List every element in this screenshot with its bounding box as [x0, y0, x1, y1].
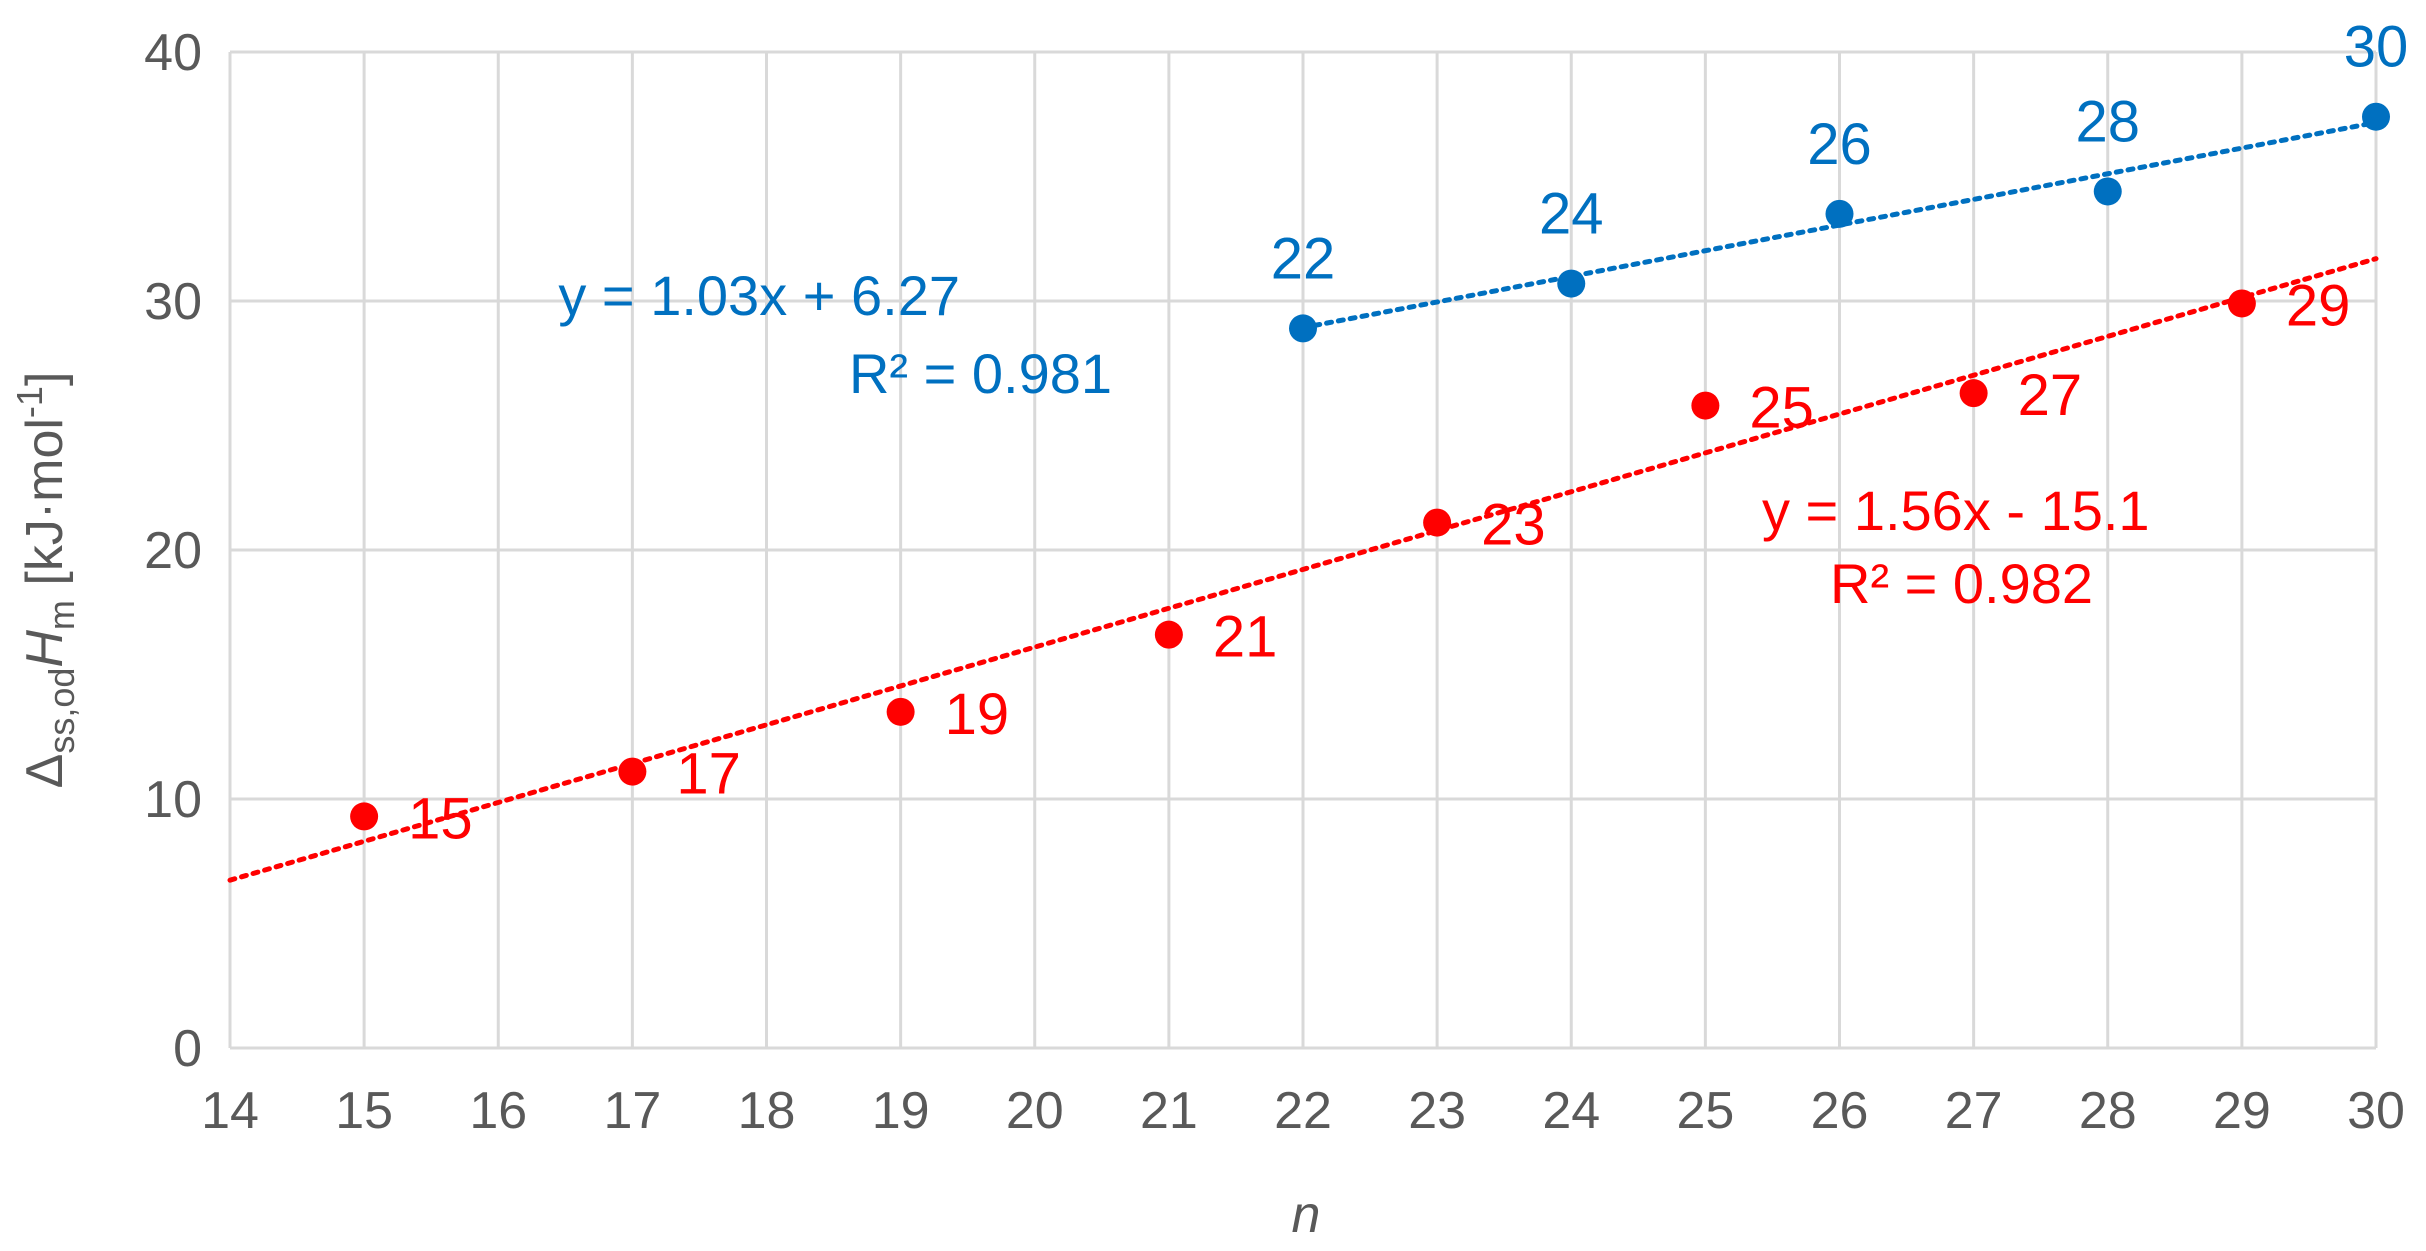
x-tick-label: 29: [2213, 1082, 2271, 1140]
x-tick-label: 27: [1945, 1082, 2003, 1140]
data-label: 17: [676, 742, 741, 807]
x-tick-label: 24: [1542, 1082, 1600, 1140]
x-tick-label: 23: [1408, 1082, 1466, 1140]
data-point: [2362, 102, 2390, 131]
x-tick-label: 21: [1140, 1082, 1198, 1140]
data-point: [2093, 177, 2122, 206]
data-label: 27: [2018, 363, 2083, 428]
data-point: [1154, 620, 1183, 649]
y-axis-title-delta: Δ: [16, 754, 74, 789]
data-label: 19: [945, 682, 1010, 747]
y-tick-label: 30: [144, 273, 202, 331]
data-label: 23: [1481, 493, 1546, 558]
x-axis-title: n: [1292, 1186, 1321, 1244]
data-point: [1423, 508, 1452, 537]
point-labels: 15 17 19 21 23 25 27 29 22 24 26 28 30: [408, 15, 2408, 852]
data-point: [350, 802, 379, 831]
grid: [228, 50, 2378, 1050]
y-axis-title: Δss,odHm [kJ·mol-1]: [9, 372, 82, 789]
trendline-equation-red: y = 1.56x - 15.1 R² = 0.982: [1762, 479, 2150, 615]
data-label: 29: [2286, 273, 2351, 338]
data-label: 15: [408, 786, 473, 851]
y-tick-label: 40: [144, 24, 202, 82]
x-tick-label: 18: [738, 1082, 796, 1140]
y-tick-label: 0: [173, 1020, 202, 1078]
y-axis-title-sub2: m: [41, 600, 82, 630]
equation-blue: y = 1.03x + 6.27: [558, 264, 960, 327]
r2-red: R² = 0.982: [1830, 552, 2093, 615]
data-label: 21: [1213, 605, 1278, 670]
equation-red: y = 1.56x - 15.1: [1762, 479, 2150, 542]
y-tick-labels: 0 10 20 30 40: [144, 24, 202, 1078]
data-label: 25: [1749, 376, 1814, 441]
x-tick-label: 30: [2347, 1082, 2405, 1140]
data-point: [1691, 391, 1720, 420]
data-label: 24: [1539, 182, 1604, 247]
trendline-equation-blue: y = 1.03x + 6.27 R² = 0.981: [558, 264, 1112, 405]
x-tick-labels: 14 15 16 17 18 19 20 21 22 23 24 25 26 27 28 29 30: [201, 1082, 2405, 1140]
x-tick-label: 25: [1676, 1082, 1734, 1140]
x-tick-label: 19: [872, 1082, 930, 1140]
y-tick-label: 10: [144, 771, 202, 829]
y-tick-label: 20: [144, 522, 202, 580]
y-axis-title-unit: [kJ·mol: [16, 418, 74, 600]
data-label: 28: [2075, 89, 2140, 154]
data-point: [1959, 379, 1988, 408]
data-point: [1557, 269, 1586, 298]
x-tick-label: 15: [335, 1082, 393, 1140]
data-label: 30: [2344, 15, 2409, 80]
data-point: [1289, 314, 1317, 343]
x-tick-label: 20: [1006, 1082, 1064, 1140]
data-point: [886, 697, 915, 726]
x-tick-label: 26: [1811, 1082, 1869, 1140]
data-points: [350, 102, 2390, 831]
trendline-red: [227, 256, 2379, 883]
data-point: [1825, 199, 1854, 228]
y-axis-title-sup: -1: [9, 386, 50, 418]
y-axis-title-sub1: ss,od: [41, 668, 82, 754]
y-axis-title-h: H: [16, 630, 74, 668]
x-tick-label: 22: [1274, 1082, 1332, 1140]
data-point: [618, 757, 647, 786]
data-label: 26: [1807, 112, 1872, 177]
x-tick-label: 28: [2079, 1082, 2137, 1140]
x-tick-label: 14: [201, 1082, 259, 1140]
x-tick-label: 16: [469, 1082, 527, 1140]
r2-blue: R² = 0.981: [849, 342, 1112, 405]
data-label: 22: [1271, 226, 1336, 291]
data-point: [2227, 289, 2256, 318]
y-axis-title-close: ]: [16, 372, 74, 386]
x-tick-label: 17: [603, 1082, 661, 1140]
